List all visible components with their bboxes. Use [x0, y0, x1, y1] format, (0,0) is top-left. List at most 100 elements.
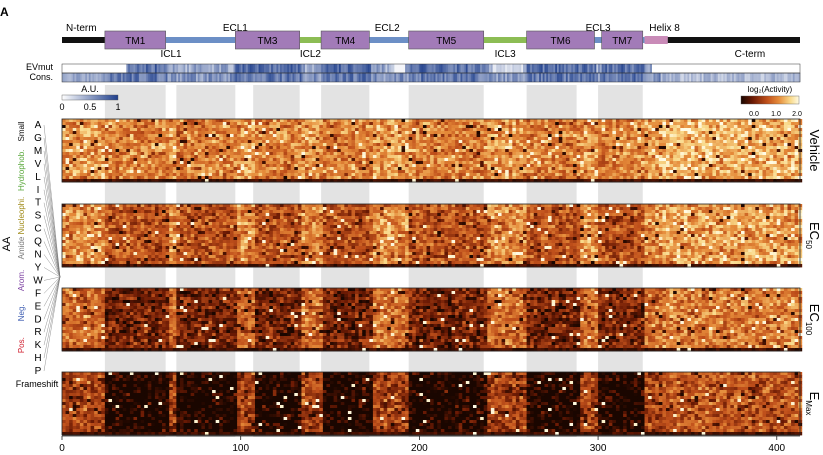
- heatmap-cell: [462, 176, 466, 179]
- heatmap-cell: [687, 176, 691, 179]
- heatmap-cell: [276, 161, 280, 164]
- heatmap-cell: [487, 149, 491, 152]
- heatmap-cell: [509, 137, 513, 140]
- nterm-segment: [62, 37, 105, 43]
- heatmap-cell: [341, 125, 345, 128]
- heatmap-cell: [309, 164, 313, 167]
- heatmap-cell: [670, 125, 674, 128]
- heatmap-cell: [666, 173, 670, 176]
- heatmap-cell: [755, 140, 759, 143]
- heatmap-cell: [105, 176, 109, 179]
- heatmap-cell: [87, 170, 91, 173]
- heatmap-cell: [684, 143, 688, 146]
- heatmap-cell: [577, 164, 581, 167]
- heatmap-cell: [502, 137, 506, 140]
- cons-cell: [473, 73, 475, 82]
- cons-cell: [284, 73, 286, 82]
- cons-cell: [366, 73, 368, 82]
- heatmap-cell: [244, 149, 248, 152]
- aa-residue-label: K: [35, 340, 42, 351]
- evmut-cell: [250, 64, 252, 73]
- heatmap-cell: [348, 128, 352, 131]
- heatmap-cell: [287, 164, 291, 167]
- heatmap-cell: [123, 155, 127, 158]
- heatmap-cell: [766, 176, 770, 179]
- heatmap-cell: [66, 164, 70, 167]
- heatmap-cell: [334, 128, 338, 131]
- heatmap-cell: [741, 176, 745, 179]
- heatmap-cell: [330, 176, 334, 179]
- cons-cell: [780, 73, 782, 82]
- heatmap-cell: [523, 161, 527, 164]
- heatmap-cell: [527, 119, 531, 122]
- heatmap-cell: [91, 158, 95, 161]
- evmut-cell: [611, 64, 613, 73]
- heatmap-cell: [641, 143, 645, 146]
- heatmap-cell: [166, 167, 170, 170]
- heatmap-cell: [123, 137, 127, 140]
- heatmap-cell: [337, 140, 341, 143]
- heatmap-cell: [480, 140, 484, 143]
- heatmap-cell: [648, 173, 652, 176]
- heatmap-cell: [273, 137, 277, 140]
- heatmap-cell: [391, 158, 395, 161]
- heatmap-cell: [158, 134, 162, 137]
- heatmap-cell: [119, 164, 123, 167]
- aa-connector-line: [44, 267, 60, 277]
- heatmap-cell: [466, 146, 470, 149]
- heatmap-cell: [552, 140, 556, 143]
- heatmap-cell: [180, 149, 184, 152]
- heatmap-cell: [205, 140, 209, 143]
- heatmap-cell: [491, 158, 495, 161]
- heatmap-cell: [552, 173, 556, 176]
- heatmap-cell: [634, 158, 638, 161]
- heatmap-cell: [684, 167, 688, 170]
- heatmap-cell: [534, 161, 538, 164]
- heatmap-cell: [101, 128, 105, 131]
- heatmap-cell: [666, 149, 670, 152]
- heatmap-cell: [523, 164, 527, 167]
- heatmap-cell: [759, 131, 763, 134]
- heatmap-cell: [770, 152, 774, 155]
- heatmap-cell: [655, 140, 659, 143]
- heatmap-cell: [745, 146, 749, 149]
- heatmap-cell: [355, 125, 359, 128]
- heatmap-cell: [105, 152, 109, 155]
- heatmap-cell: [62, 155, 66, 158]
- heatmap-cell: [705, 143, 709, 146]
- heatmap-cell: [151, 119, 155, 122]
- heatmap-cell: [151, 143, 155, 146]
- heatmap-cell: [359, 143, 363, 146]
- heatmap-cell: [737, 167, 741, 170]
- evmut-cell: [300, 64, 302, 73]
- heatmap-cell: [469, 125, 473, 128]
- heatmap-cell: [637, 167, 641, 170]
- heatmap-cell: [237, 170, 241, 173]
- heatmap-cell: [205, 167, 209, 170]
- heatmap-cell: [108, 134, 112, 137]
- cons-cell: [755, 73, 757, 82]
- heatmap-cell: [248, 128, 252, 131]
- heatmap-cell: [584, 125, 588, 128]
- heatmap-cell: [369, 164, 373, 167]
- heatmap-cell: [173, 134, 177, 137]
- aa-residue-label: M: [34, 146, 42, 157]
- cons-cell: [371, 73, 373, 82]
- heatmap-cell: [459, 128, 463, 131]
- heatmap-cell: [348, 140, 352, 143]
- heatmap-cell: [312, 149, 316, 152]
- heatmap-cell: [223, 152, 227, 155]
- heatmap-cell: [173, 128, 177, 131]
- heatmap-cell: [248, 122, 252, 125]
- cons-cell: [596, 73, 598, 82]
- heatmap-cell: [276, 125, 280, 128]
- heatmap-cell: [477, 158, 481, 161]
- heatmap-cell: [276, 158, 280, 161]
- heatmap-cell: [94, 131, 98, 134]
- heatmap-cell: [745, 152, 749, 155]
- heatmap-cell: [687, 158, 691, 161]
- heatmap-cell: [326, 131, 330, 134]
- heatmap-cell: [158, 164, 162, 167]
- heatmap-cell: [516, 170, 520, 173]
- loop-label: ICL3: [495, 49, 517, 60]
